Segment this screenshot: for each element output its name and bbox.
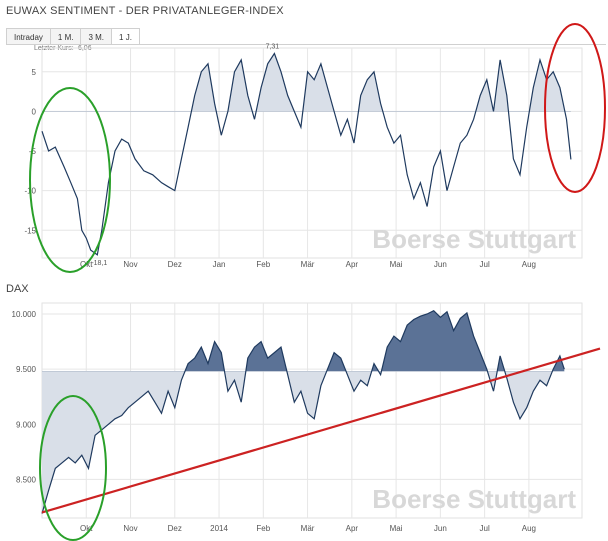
dax-month-label: Nov xyxy=(123,524,137,533)
euwax-sentiment-month-label: Jul xyxy=(480,260,490,269)
euwax-sentiment-ytick-label: -15 xyxy=(24,226,36,235)
euwax-sentiment-month-label: Jan xyxy=(213,260,226,269)
green-annotation-ellipse-top xyxy=(29,87,111,273)
euwax-sentiment-month-label: Mai xyxy=(390,260,403,269)
dax-ytick-label: 9.500 xyxy=(16,365,37,374)
green-annotation-ellipse-bottom xyxy=(39,395,107,541)
euwax-sentiment-extreme-label: -18,1 xyxy=(91,260,107,267)
dax-month-label: Mär xyxy=(301,524,315,533)
dax-month-label: Apr xyxy=(346,524,359,533)
euwax-sentiment-month-label: Jun xyxy=(434,260,447,269)
euwax-sentiment-month-label: Nov xyxy=(123,260,137,269)
dax-month-label: Mai xyxy=(390,524,403,533)
tab-divider xyxy=(6,44,606,45)
euwax-sentiment-month-label: Apr xyxy=(346,260,359,269)
red-annotation-ellipse xyxy=(544,23,606,193)
dax-area-above xyxy=(184,310,565,372)
dax-month-label: Jul xyxy=(480,524,490,533)
dax-watermark: Boerse Stuttgart xyxy=(372,484,576,514)
dax-ytick-label: 8.500 xyxy=(16,475,37,484)
euwax-sentiment-extreme-label: 7,31 xyxy=(266,43,280,50)
dax-month-label: Aug xyxy=(522,524,536,533)
dax-month-label: Jun xyxy=(434,524,447,533)
dax-area-below xyxy=(42,371,565,514)
dax-month-label: Dez xyxy=(168,524,182,533)
dax-month-label: Feb xyxy=(256,524,270,533)
euwax-sentiment-series-line xyxy=(41,52,572,256)
dax-month-label: Okt xyxy=(80,524,93,533)
dax-ytick-label: 10.000 xyxy=(12,310,37,319)
dax-ytick-label: 9.000 xyxy=(16,420,37,429)
range-tabs: Intraday 1 M. 3 M. 1 J. xyxy=(6,28,140,45)
euwax-sentiment-ytick-label: 5 xyxy=(32,68,37,77)
euwax-sentiment-month-label: Dez xyxy=(168,260,182,269)
dax-title: DAX xyxy=(6,283,29,295)
dax-series-line xyxy=(41,309,565,514)
page-title: EUWAX SENTIMENT - DER PRIVATANLEGER-INDE… xyxy=(6,5,284,17)
dax-trend-line xyxy=(41,347,601,514)
euwax-sentiment-month-label: Aug xyxy=(522,260,536,269)
euwax-sentiment-month-label: Feb xyxy=(256,260,270,269)
tab-1-year[interactable]: 1 J. xyxy=(111,28,140,45)
euwax-sentiment-plot-frame xyxy=(41,47,583,259)
euwax-sentiment-watermark: Boerse Stuttgart xyxy=(372,224,576,254)
euwax-sentiment-ytick-label: 0 xyxy=(32,107,37,116)
dax-month-label: 2014 xyxy=(210,524,228,533)
euwax-sentiment-month-label: Mär xyxy=(301,260,315,269)
